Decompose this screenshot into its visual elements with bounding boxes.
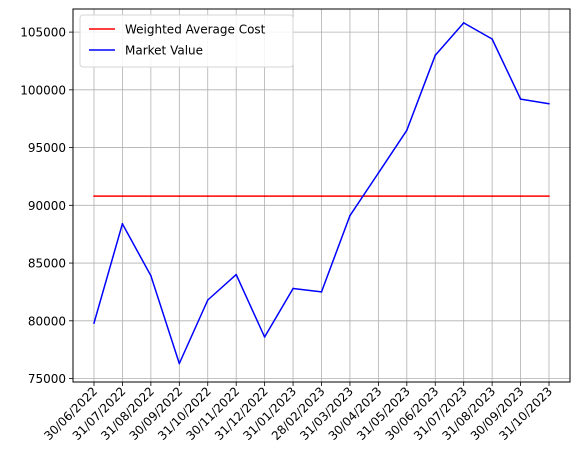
data-point: [548, 195, 550, 197]
data-point: [235, 195, 237, 197]
data-point: [320, 195, 323, 197]
legend-box: [79, 14, 294, 68]
series-layer: [93, 22, 550, 365]
data-point: [178, 195, 181, 197]
data-point: [320, 291, 323, 293]
data-point: [349, 214, 351, 217]
data-point: [292, 287, 294, 290]
legend-label: Market Value: [125, 44, 203, 58]
data-point: [206, 195, 209, 197]
y-tick-label: 80000: [28, 314, 66, 328]
data-point: [462, 22, 465, 24]
data-point: [377, 195, 380, 197]
data-point: [178, 362, 181, 365]
data-point: [121, 195, 124, 197]
data-point: [93, 322, 95, 324]
legend-label: Weighted Average Cost: [125, 23, 266, 37]
data-point: [206, 299, 209, 301]
data-point: [349, 195, 351, 197]
data-point: [150, 274, 152, 277]
y-tick-label: 95000: [28, 141, 66, 155]
data-point: [519, 195, 522, 197]
data-point: [121, 222, 124, 225]
data-point: [150, 195, 152, 197]
data-point: [292, 195, 294, 197]
data-point: [519, 98, 522, 100]
data-point: [263, 195, 266, 197]
data-point: [434, 54, 437, 56]
data-point: [406, 195, 408, 197]
data-point: [263, 336, 266, 338]
y-tick-label: 75000: [28, 372, 66, 386]
data-point: [377, 172, 380, 174]
y-tick-label: 100000: [20, 83, 66, 97]
data-point: [491, 38, 493, 40]
data-point: [235, 273, 237, 276]
data-point: [548, 102, 550, 105]
data-point: [491, 195, 493, 197]
data-point: [434, 195, 437, 197]
y-tick-label: 105000: [20, 26, 66, 40]
y-tick-label: 90000: [28, 199, 66, 213]
data-point: [93, 195, 95, 197]
data-point: [406, 129, 408, 132]
y-tick-label: 85000: [28, 257, 66, 271]
data-point: [462, 195, 465, 197]
axes: 30/06/202231/07/202231/08/202230/09/2022…: [20, 26, 555, 443]
legend: Weighted Average Cost Market Value: [79, 14, 294, 68]
